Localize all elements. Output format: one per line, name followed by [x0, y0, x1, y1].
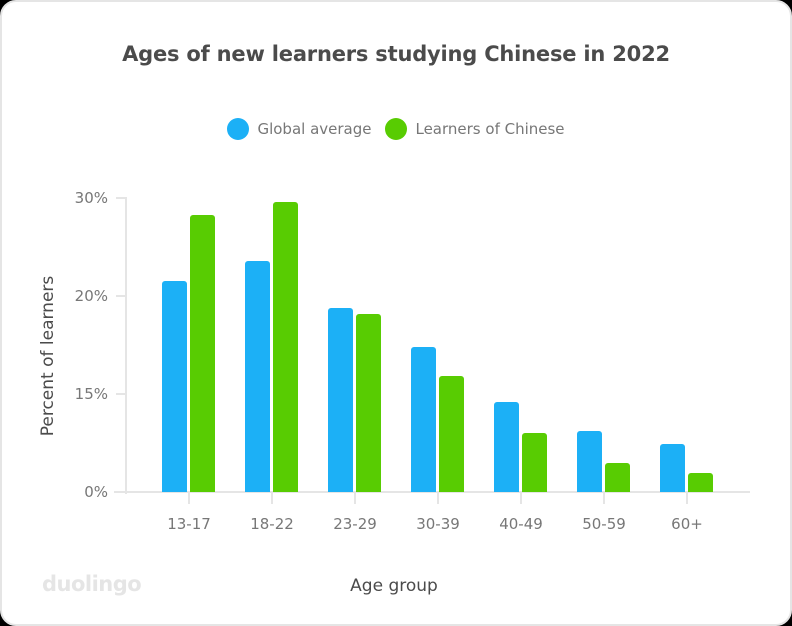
bar-learners-of-chinese	[190, 214, 215, 492]
bar-global-average	[245, 260, 270, 492]
x-tick-mark	[354, 492, 356, 504]
x-tick-label: 40-49	[499, 515, 543, 533]
y-tick-mark	[116, 295, 126, 297]
y-tick-label: 15%	[74, 385, 108, 403]
y-tick-label: 0%	[84, 483, 108, 501]
bar-learners-of-chinese	[356, 313, 381, 492]
x-tick-label: 13-17	[167, 515, 211, 533]
x-tick-label: 60+	[671, 515, 703, 533]
y-axis-line	[125, 197, 127, 494]
x-tick-label: 18-22	[250, 515, 294, 533]
y-tick-mark	[116, 491, 126, 493]
bar-learners-of-chinese	[605, 463, 630, 492]
x-axis-line	[114, 491, 750, 493]
x-tick-label: 30-39	[416, 515, 460, 533]
bar-global-average	[162, 281, 187, 492]
legend-item-global-average: Global average	[227, 118, 371, 140]
x-axis-label: Age group	[350, 576, 438, 596]
duolingo-logo: duolingo	[42, 572, 142, 596]
y-tick-mark	[116, 197, 126, 199]
x-tick-mark	[603, 492, 605, 504]
legend-dot-icon	[385, 118, 408, 140]
x-tick-mark	[437, 492, 439, 504]
legend-label: Learners of Chinese	[415, 120, 565, 138]
bar-global-average	[660, 443, 685, 492]
bar-global-average	[328, 307, 353, 492]
x-tick-mark	[686, 492, 688, 504]
bar-learners-of-chinese	[522, 433, 547, 492]
bar-global-average	[494, 401, 519, 492]
bar-learners-of-chinese	[273, 201, 298, 492]
legend-label: Global average	[257, 120, 372, 138]
legend-item-learners-of-chinese: Learners of Chinese	[385, 118, 565, 140]
x-tick-label: 50-59	[582, 515, 626, 533]
y-tick-label: 30%	[74, 189, 108, 207]
x-tick-label: 23-29	[333, 515, 377, 533]
y-tick-mark	[116, 393, 126, 395]
legend-dot-icon	[227, 118, 250, 140]
bar-learners-of-chinese	[688, 473, 713, 492]
chart-title: Ages of new learners studying Chinese in…	[122, 42, 670, 66]
bar-global-average	[411, 346, 436, 492]
bar-learners-of-chinese	[439, 376, 464, 492]
x-tick-mark	[520, 492, 522, 504]
y-tick-label: 20%	[74, 287, 108, 305]
legend: Global average Learners of Chinese	[0, 118, 792, 140]
x-tick-mark	[271, 492, 273, 504]
x-tick-mark	[188, 492, 190, 504]
bar-global-average	[577, 431, 602, 492]
